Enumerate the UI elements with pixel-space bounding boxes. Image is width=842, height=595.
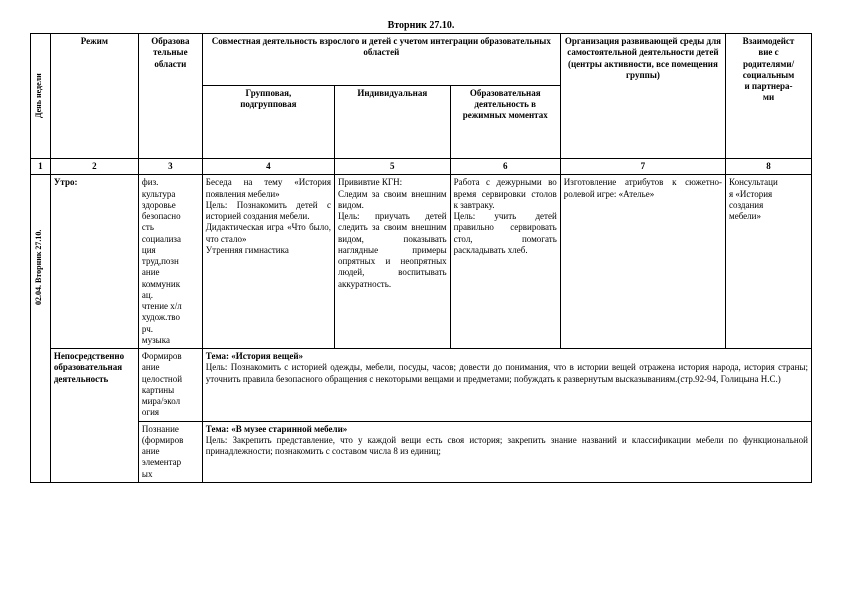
header-interaction: Взаимодейст вие с родителями/ социальным… <box>726 34 812 159</box>
colnum-8: 8 <box>726 159 812 175</box>
row-nod-areas1: Формиров ание целостной картины мира/эко… <box>138 349 202 422</box>
row-morning-group: Беседа на тему «История появления мебели… <box>202 175 334 349</box>
header-regime: Режим <box>50 34 138 159</box>
colnum-2: 2 <box>50 159 138 175</box>
topic2-body: Цель: Закрепить представление, что у каж… <box>206 435 808 456</box>
header-routine: Образовательная деятельность в режимных … <box>450 85 560 158</box>
header-day-week: День недели <box>31 34 51 159</box>
row-nod-areas2: Познание (формиров ание элементар ых <box>138 421 202 482</box>
topic1-body: Цель: Познакомить с историей одежды, меб… <box>206 362 808 383</box>
row-morning-interaction: Консультаци я «История создания мебели» <box>726 175 812 349</box>
row-morning-individual: Прививтие КГН: Следим за своим внешним в… <box>334 175 450 349</box>
header-organization: Организация развивающей среды для самост… <box>560 34 725 159</box>
header-areas: Образова тельные области <box>138 34 202 159</box>
header-joint: Совместная деятельность взрослого и дете… <box>202 34 560 86</box>
row-nod-topic2: Тема: «В музее старинной мебели» Цель: З… <box>202 421 811 482</box>
colnum-5: 5 <box>334 159 450 175</box>
row-morning-areas: физ. культура здоровье безопасно сть соц… <box>138 175 202 349</box>
topic1-title: Тема: «История вещей» <box>206 351 303 361</box>
row-morning-regime: Утро: <box>50 175 138 349</box>
header-group: Групповая, подгрупповая <box>202 85 334 158</box>
header-individual: Индивидуальная <box>334 85 450 158</box>
row-morning-org: Изготовление атрибутов к сюжетно-ролевой… <box>560 175 725 349</box>
row-nod-regime: Непосредственно образовательная деятельн… <box>50 349 138 483</box>
colnum-1: 1 <box>31 159 51 175</box>
colnum-3: 3 <box>138 159 202 175</box>
colnum-6: 6 <box>450 159 560 175</box>
row-morning-routine: Работа с дежурными во время сервировки с… <box>450 175 560 349</box>
colnum-7: 7 <box>560 159 725 175</box>
colnum-4: 4 <box>202 159 334 175</box>
topic2-title: Тема: «В музее старинной мебели» <box>206 424 347 434</box>
side-date-cell: 02.04. Вторник 27.10. <box>31 175 51 483</box>
row-nod-topic1: Тема: «История вещей» Цель: Познакомить … <box>202 349 811 422</box>
page-date-title: Вторник 27.10. <box>30 20 812 31</box>
plan-table: День недели Режим Образова тельные облас… <box>30 33 812 483</box>
